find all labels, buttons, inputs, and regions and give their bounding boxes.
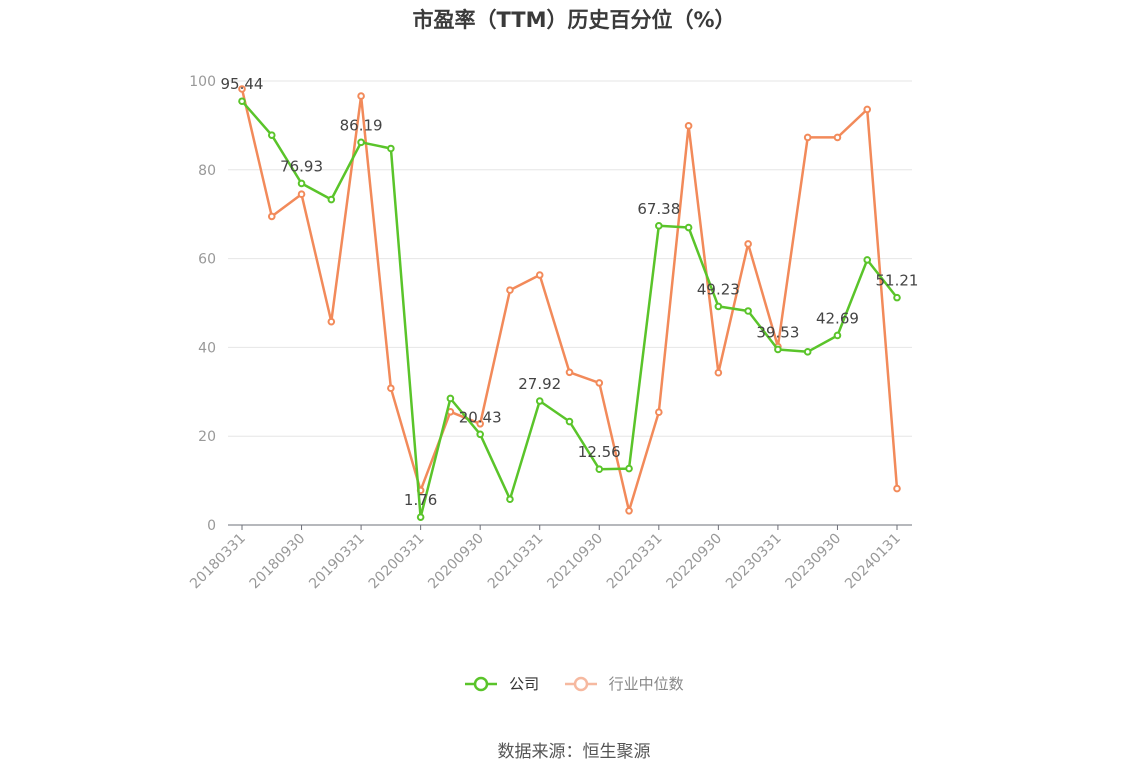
- x-tick-label: 20200331: [366, 531, 428, 593]
- data-point-industry-median: [267, 212, 276, 221]
- data-point-industry-median: [387, 384, 395, 393]
- data-point-industry-median: [535, 271, 544, 279]
- data-point-industry-median: [327, 317, 336, 326]
- data-label: 20.43: [459, 408, 502, 426]
- x-tick-label: 20220331: [604, 531, 666, 593]
- x-tick-label: 20180930: [247, 531, 309, 593]
- data-label: 1.76: [404, 491, 437, 509]
- data-source: 数据来源：恒生聚源: [497, 742, 651, 762]
- legend-marker-company: [465, 676, 498, 691]
- data-point-company: [267, 131, 276, 139]
- data-point-industry-median: [714, 368, 723, 377]
- y-tick-label: 0: [207, 518, 216, 534]
- data-point-company: [387, 144, 395, 153]
- series-layer: [238, 85, 901, 521]
- data-label: 86.19: [340, 116, 383, 134]
- legend-marker-industry-median: [564, 676, 597, 691]
- data-label: 67.38: [637, 200, 680, 218]
- x-tick-label: 20190331: [306, 531, 368, 593]
- data-point-company: [684, 223, 693, 232]
- data-point-company: [297, 179, 306, 188]
- data-point-industry-median: [833, 133, 842, 142]
- legend: 公司 行业中位数: [0, 673, 1148, 694]
- data-point-company: [714, 302, 723, 311]
- data-point-industry-median: [297, 190, 306, 199]
- data-point-company: [595, 465, 604, 474]
- data-point-company: [625, 464, 633, 473]
- x-tick-label: 20180331: [187, 531, 249, 593]
- data-point-industry-median: [625, 506, 633, 515]
- series-line-industry-median: [240, 88, 899, 513]
- data-point-company: [565, 417, 574, 426]
- x-tick-label: 20240131: [842, 531, 904, 593]
- data-point-industry-median: [684, 122, 693, 130]
- data-point-company: [655, 222, 663, 230]
- data-label: 27.92: [518, 375, 561, 393]
- data-label: 49.23: [697, 280, 740, 298]
- legend-label-industry-median: 行业中位数: [608, 675, 684, 693]
- x-tick-label: 20200930: [425, 531, 487, 593]
- data-point-company: [744, 307, 752, 315]
- data-point-company: [535, 397, 544, 405]
- data-label-layer: 95.44 76.93 86.19 1.76 20.43 27.92 12.56 67.38 4…: [221, 75, 919, 509]
- data-point-company: [863, 256, 872, 264]
- data-point-company: [327, 195, 336, 204]
- y-tick-label: 100: [189, 74, 216, 90]
- data-point-company: [476, 430, 484, 439]
- y-tick-label: 60: [198, 252, 216, 268]
- data-point-industry-median: [565, 368, 574, 377]
- data-point-industry-median: [803, 133, 812, 142]
- data-point-company: [506, 495, 514, 504]
- data-point-industry-median: [506, 286, 514, 294]
- data-point-industry-median: [863, 105, 872, 114]
- data-point-company: [446, 394, 455, 403]
- data-point-company: [416, 513, 425, 521]
- x-tick-label: 20210331: [485, 531, 547, 593]
- data-point-company: [803, 348, 812, 356]
- data-point-industry-median: [655, 408, 663, 417]
- y-tick-label: 20: [198, 429, 216, 445]
- legend-item-company[interactable]: 公司: [464, 673, 539, 694]
- data-point-industry-median: [238, 85, 246, 93]
- y-tick-label: 40: [198, 340, 216, 356]
- data-label: 42.69: [816, 309, 859, 327]
- axis-layer: 0204060801002018033120180930201903312020…: [187, 74, 912, 592]
- data-point-company: [833, 331, 842, 340]
- data-point-company: [774, 345, 782, 354]
- data-point-company: [238, 97, 246, 106]
- data-label: 51.21: [876, 272, 919, 290]
- data-point-company: [893, 293, 901, 302]
- x-tick-label: 20230930: [783, 531, 845, 593]
- legend-item-industry-median[interactable]: 行业中位数: [564, 673, 684, 694]
- chart-title: 市盈率（TTM）历史百分位（%）: [412, 8, 736, 32]
- data-point-industry-median: [893, 484, 901, 493]
- series-line-company: [241, 100, 898, 519]
- data-label: 12.56: [578, 443, 621, 461]
- data-point-industry-median: [744, 240, 752, 248]
- data-point-industry-median: [476, 419, 484, 428]
- data-label: 76.93: [280, 157, 323, 175]
- data-point-company: [357, 138, 365, 147]
- data-label: 39.53: [756, 323, 799, 341]
- x-tick-label: 20230331: [723, 531, 785, 593]
- data-point-industry-median: [357, 92, 365, 100]
- y-tick-label: 80: [198, 163, 216, 179]
- x-tick-label: 20220930: [663, 531, 725, 593]
- x-tick-label: 20210930: [544, 531, 606, 593]
- data-point-industry-median: [595, 379, 604, 387]
- data-label: 95.44: [221, 75, 264, 93]
- legend-label-company: 公司: [509, 675, 540, 693]
- grid-layer: [228, 80, 912, 437]
